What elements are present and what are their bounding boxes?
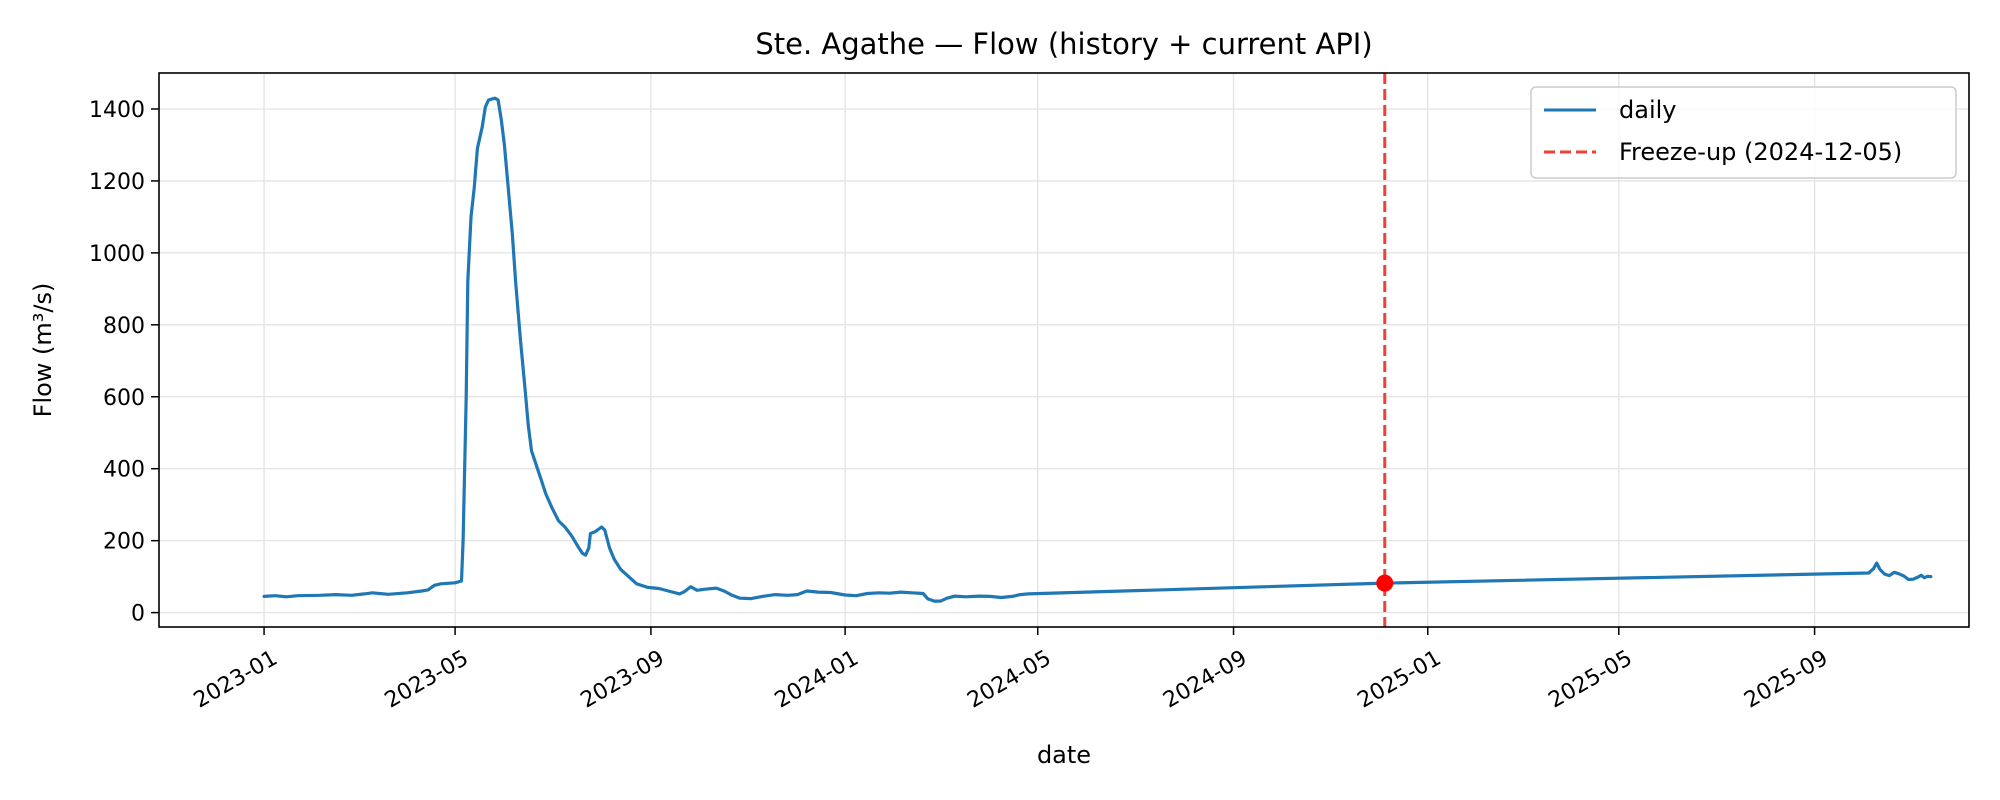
series-line-daily — [262, 96, 1933, 603]
chart-title: Ste. Agathe — Flow (history + current AP… — [755, 27, 1372, 61]
freeze-up-marker — [1376, 574, 1394, 592]
y-tick-label: 1000 — [89, 242, 145, 267]
y-tick-label: 1200 — [89, 170, 145, 195]
y-tick-label: 200 — [103, 530, 145, 555]
x-axis-label: date — [1037, 741, 1091, 769]
y-tick-label: 0 — [131, 602, 145, 627]
legend-label-freeze-up: Freeze-up (2024-12-05) — [1619, 138, 1902, 166]
y-axis-label: Flow (m³/s) — [29, 283, 57, 418]
y-tick-label: 400 — [103, 458, 145, 483]
legend-box — [1530, 86, 1957, 179]
y-tick-label: 600 — [103, 386, 145, 411]
series-layer — [262, 73, 1933, 627]
y-axis-ticks: 0 200 400 600 800 1000 1200 1400 — [89, 98, 159, 627]
legend: daily Freeze-up (2024-12-05) — [1530, 86, 1957, 179]
plot-frame — [158, 72, 1970, 628]
y-tick-label: 800 — [103, 314, 145, 339]
y-tick-label: 1400 — [89, 98, 145, 123]
legend-label-daily: daily — [1619, 96, 1676, 124]
